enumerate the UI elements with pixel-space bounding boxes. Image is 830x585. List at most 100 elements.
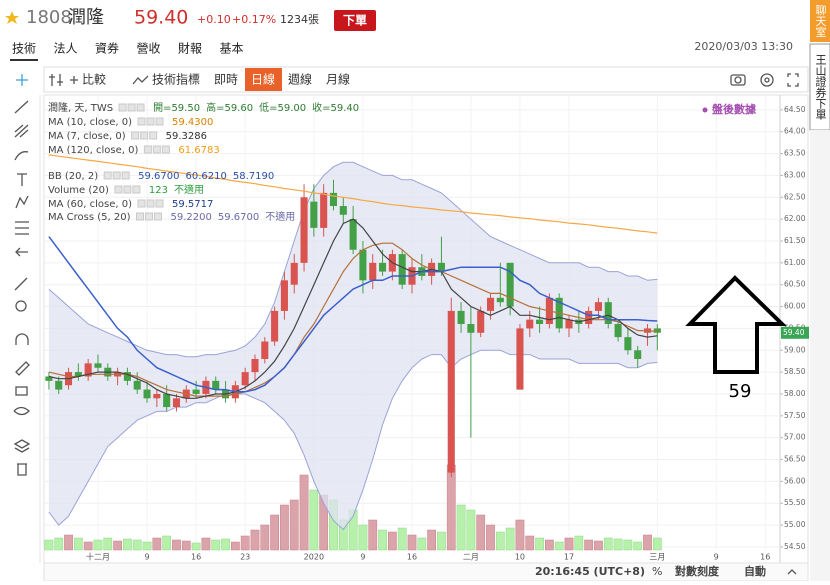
legend-icon[interactable] [103,171,112,180]
legend-icon[interactable] [146,199,155,208]
y-tick-label: 60.50 [784,280,806,289]
volume-bar [476,514,486,551]
chat-tab[interactable] [810,0,830,42]
legend-icon[interactable] [145,212,153,221]
legend-icon[interactable] [114,185,123,194]
crosshair-tool[interactable] [16,74,28,86]
nav-tab[interactable]: 營收 [137,42,161,56]
interval-button[interactable]: 日線 [251,72,275,87]
prediction-tool[interactable] [15,221,29,235]
toolbar [43,66,809,93]
interval-button[interactable]: 即時 [214,73,238,87]
legend-icon[interactable] [137,199,146,208]
trendline-tool[interactable] [14,100,29,114]
candle-body [536,319,544,325]
volume-bar [603,537,613,551]
legend-icon[interactable] [149,131,158,140]
legend-icon[interactable] [140,131,149,140]
settings-icon[interactable] [760,73,774,87]
legend-icon[interactable] [155,117,164,126]
legend-icon[interactable] [155,199,164,208]
legend-icon[interactable] [143,145,152,154]
volume-bar [515,519,525,551]
broker-label: 王山證券下單 [814,54,827,120]
volume-bar [123,538,132,551]
fib-tool[interactable] [14,124,29,138]
x-tick-label: 2020 [304,553,324,562]
indicators-button[interactable]: 技術指標 [152,72,200,87]
legend-icon[interactable] [137,117,146,126]
magnet-tool[interactable] [15,333,29,345]
auto-scale-toggle[interactable]: 自動 [744,564,766,578]
side-panel-bg [810,130,830,581]
back-tool[interactable] [15,247,28,257]
lock-draw-tool[interactable] [15,361,30,376]
volume-bar [191,542,201,551]
compare-button[interactable]: 比較 [82,72,106,87]
y-tick-label: 62.00 [784,214,806,223]
candle-body [369,262,377,281]
legend-icon[interactable] [112,171,121,180]
favorite-star[interactable] [5,11,19,24]
camera-icon[interactable] [730,74,746,86]
after-hours-label[interactable]: 盤後數據 [712,102,757,116]
nav-tab[interactable]: 法人 [54,42,78,56]
y-tick-label: 55.50 [784,498,806,507]
candle-body [437,262,445,272]
volume-bar [633,541,643,551]
y-tick-label: 57.00 [784,433,806,442]
nav-tab[interactable]: 資券 [95,41,119,56]
legend-icon[interactable] [131,131,140,140]
legend-icon[interactable] [146,117,155,126]
collapse-icon[interactable] [787,569,797,575]
lock-tool[interactable] [15,386,28,396]
volume-bar [73,537,83,551]
volume-bar [574,535,584,551]
volume-bar [407,534,417,551]
volume-bar [162,535,172,551]
legend-icon[interactable] [152,145,161,154]
fullscreen-icon[interactable] [787,73,799,87]
legend-icon[interactable] [136,103,145,112]
candle-body [300,197,308,263]
volume-bar [172,539,181,551]
legend-icon[interactable] [121,171,130,180]
interval-button[interactable]: 週線 [288,72,312,87]
volume-bar [643,534,652,551]
volume-bar [289,499,299,551]
legend-icon[interactable] [127,103,136,112]
legend-icon[interactable] [161,145,170,154]
candle-body [457,310,465,325]
volume-bar [594,540,603,551]
brush-tool[interactable] [14,151,29,161]
stock-price: 59.40 [134,7,188,29]
legend-icon[interactable] [154,212,162,221]
nav-tab[interactable]: 財報 [178,41,202,56]
volume-bar [652,537,662,551]
legend-readout: 59.6700 [218,212,259,223]
legend-icon[interactable] [132,185,141,194]
interval-group: 即時 日線 週線 月線 [214,68,350,91]
visibility-tool[interactable] [13,406,30,416]
order-button[interactable] [334,10,376,31]
legend-icon[interactable] [136,212,144,221]
log-scale-toggle[interactable]: 對數刻度 [675,564,720,578]
zoom-tool[interactable] [15,300,27,312]
legend-icon[interactable] [123,185,132,194]
text-tool[interactable] [17,173,27,186]
candle-body [261,341,269,359]
legend-icon[interactable] [118,103,127,112]
measure-tool[interactable] [14,277,28,291]
interval-button[interactable]: 月線 [326,72,350,87]
candle-body [604,302,612,325]
pattern-tool[interactable] [15,195,29,209]
layers-tool[interactable] [13,439,31,453]
last-price-box [781,326,809,339]
candle-body [55,380,63,390]
percent-toggle[interactable]: % [652,565,662,578]
volume-bar [103,537,113,551]
nav-tab[interactable]: 基本 [220,42,244,56]
nav-tab[interactable]: 技術 [12,42,36,56]
delete-tool[interactable] [17,463,27,476]
